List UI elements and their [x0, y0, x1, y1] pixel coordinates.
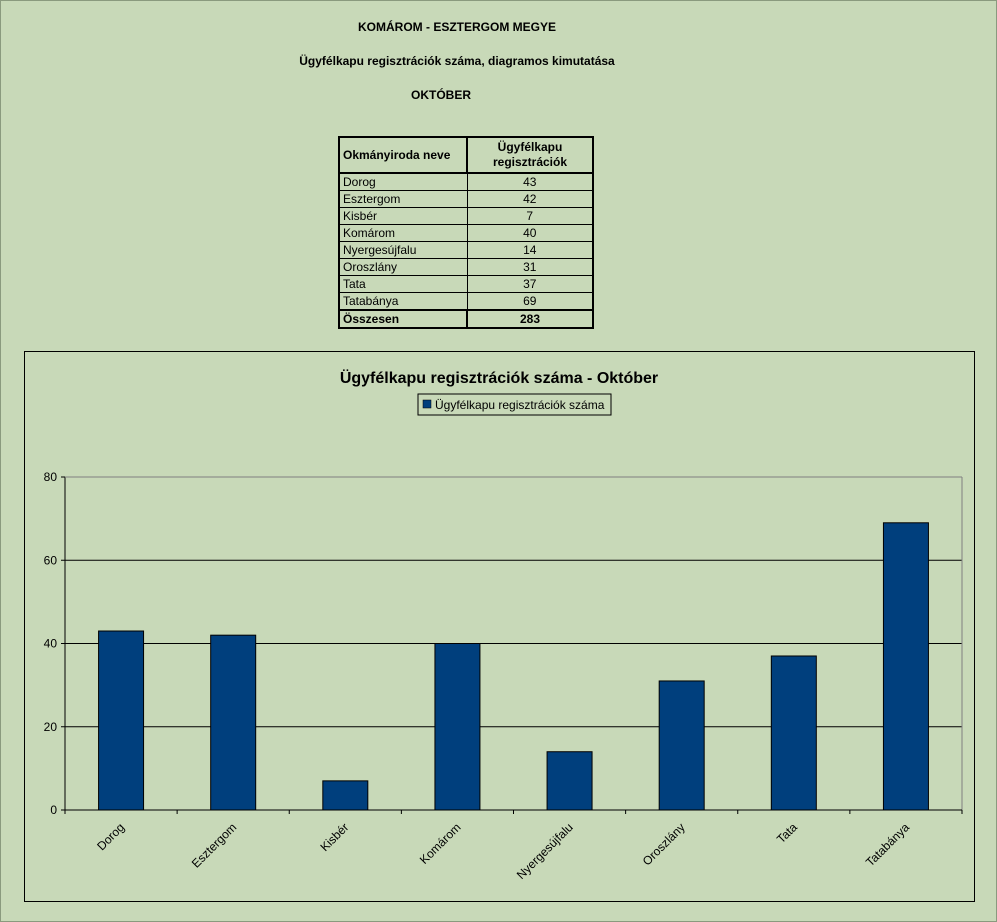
legend-label: Ügyfélkapu regisztrációk száma	[435, 398, 605, 412]
office-value: 7	[466, 207, 594, 225]
x-tick-label: Oroszlány	[640, 820, 688, 868]
bar-oroszlány	[658, 680, 705, 811]
office-value: 31	[466, 258, 594, 276]
x-tick-label: Tatabánya	[863, 820, 912, 869]
x-tick-label: Dorog	[94, 820, 127, 853]
table-header-office: Okmányiroda neve	[338, 136, 468, 174]
total-row: Összesen 283	[338, 309, 594, 329]
legend-swatch	[422, 399, 432, 409]
legend-box	[417, 393, 612, 416]
bar-komárom	[434, 643, 481, 811]
office-name: Komárom	[338, 224, 468, 242]
office-value: 40	[466, 224, 594, 242]
x-tick-label: Kisbér	[317, 820, 351, 854]
month-title: OKTÓBER	[411, 88, 471, 102]
bar-nyergesújfalu	[546, 751, 593, 811]
table-row: Tatabánya 69	[338, 292, 594, 311]
table-row: Esztergom 42	[338, 190, 594, 208]
y-tick-label: 60	[44, 553, 58, 567]
office-value: 42	[466, 190, 594, 208]
office-value: 43	[466, 172, 594, 191]
office-name: Kisbér	[338, 207, 468, 225]
table-row: Dorog 43	[338, 172, 594, 191]
x-tick-label: Komárom	[417, 820, 464, 867]
table-row: Komárom 40	[338, 224, 594, 242]
office-name: Tata	[338, 275, 468, 293]
table-row: Oroszlány 31	[338, 258, 594, 276]
bar-tatabánya	[882, 522, 929, 811]
office-value: 14	[466, 241, 594, 259]
bar-esztergom	[210, 634, 257, 811]
bar-dorog	[98, 630, 145, 811]
office-value: 37	[466, 275, 594, 293]
office-name: Esztergom	[338, 190, 468, 208]
table-row: Nyergesújfalu 14	[338, 241, 594, 259]
chart-canvas: Ügyfélkapu regisztrációk száma - Október…	[44, 368, 963, 882]
office-name: Oroszlány	[338, 258, 468, 276]
x-tick-label: Tata	[774, 820, 800, 846]
y-tick-label: 20	[44, 720, 58, 734]
x-tick-label: Nyergesújfalu	[514, 820, 576, 882]
chart-title: Ügyfélkapu regisztrációk száma - Október	[340, 368, 658, 387]
office-name: Nyergesújfalu	[338, 241, 468, 259]
report-subtitle: Ügyfélkapu regisztrációk száma, diagramo…	[299, 54, 615, 68]
table-row: Kisbér 7	[338, 207, 594, 225]
bar-tata	[770, 655, 817, 811]
y-tick-label: 80	[44, 470, 58, 484]
x-tick-label: Esztergom	[189, 820, 239, 870]
office-value: 69	[466, 292, 594, 311]
y-tick-label: 0	[50, 803, 57, 817]
table-row: Tata 37	[338, 275, 594, 293]
summary-table: Okmányiroda neve Ügyfélkapu regisztráció…	[338, 136, 594, 329]
bar-kisbér	[322, 780, 369, 811]
bar-chart: Ügyfélkapu regisztrációk száma - Október…	[24, 351, 975, 902]
total-label: Összesen	[338, 309, 468, 329]
office-name: Tatabánya	[338, 292, 468, 311]
office-name: Dorog	[338, 172, 468, 191]
total-value: 283	[466, 309, 594, 329]
county-title: KOMÁROM - ESZTERGOM MEGYE	[358, 20, 556, 34]
table-header-registrations: Ügyfélkapu regisztrációk	[466, 136, 594, 174]
y-tick-label: 40	[44, 637, 58, 651]
